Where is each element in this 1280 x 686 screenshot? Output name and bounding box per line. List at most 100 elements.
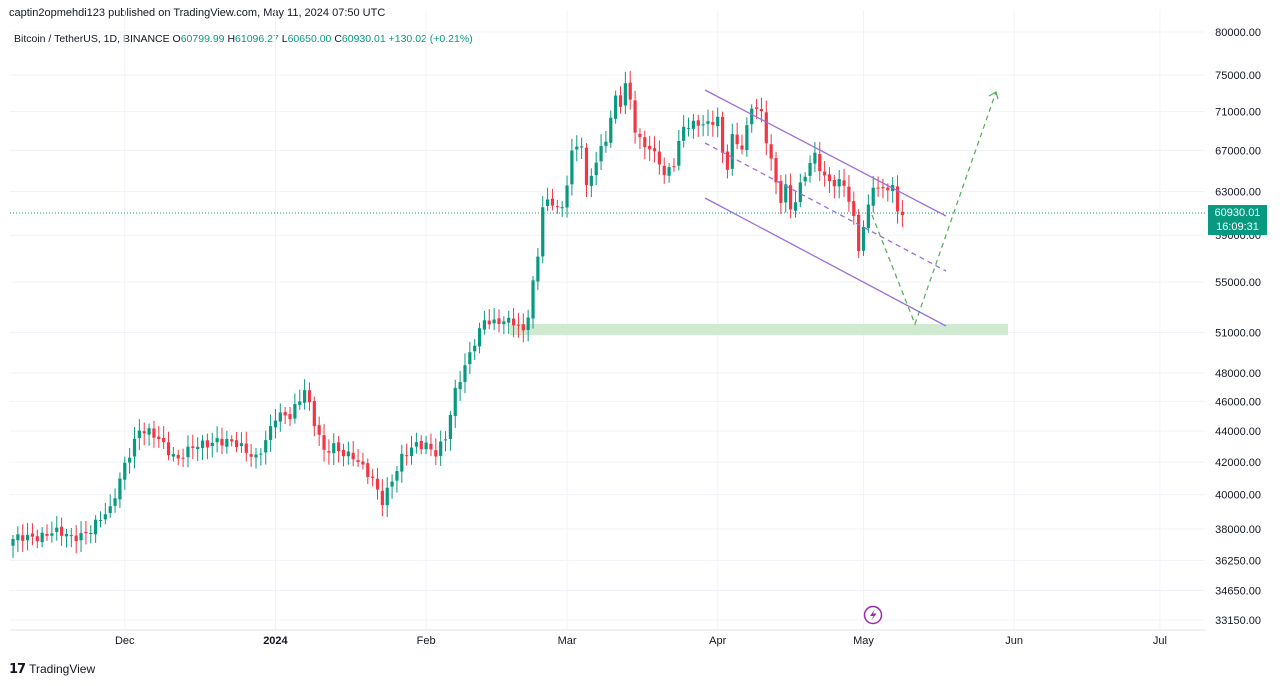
time-tick-label: Jun — [1005, 635, 1023, 647]
candle-body — [448, 414, 452, 439]
candle-body — [837, 179, 841, 187]
candle-body — [94, 519, 98, 535]
time-tick-label: Mar — [558, 635, 577, 647]
bar-countdown: 16:09:31 — [1216, 221, 1259, 233]
candle-body — [759, 108, 764, 112]
candle-body — [341, 449, 346, 457]
candle-body — [580, 146, 584, 148]
projection-path — [871, 91, 997, 326]
candle-body — [657, 151, 661, 165]
price-tick-label: 71000.00 — [1215, 107, 1261, 119]
close-value: 60930.01 — [341, 33, 386, 45]
candle-body — [531, 280, 535, 319]
channel-mid-line — [704, 142, 947, 272]
price-tick-label: 63000.00 — [1215, 186, 1261, 198]
candle-body — [696, 120, 700, 126]
candle-body — [152, 428, 156, 438]
candle-body — [477, 328, 482, 347]
candle-body — [458, 382, 462, 390]
candle-body — [123, 462, 127, 480]
candle-body — [171, 454, 175, 457]
candle-body — [550, 198, 555, 206]
candle-body — [25, 534, 30, 541]
lightning-icon[interactable] — [863, 605, 883, 625]
candle-body — [79, 533, 83, 541]
price-tick-label: 48000.00 — [1215, 368, 1261, 380]
candle-body — [735, 134, 739, 145]
price-tick-label: 55000.00 — [1215, 277, 1261, 289]
candle-body — [857, 214, 861, 252]
candle-body — [98, 519, 103, 521]
price-tick-label: 75000.00 — [1215, 70, 1261, 82]
candle-body — [288, 414, 292, 420]
candle-body — [137, 430, 141, 439]
candle-body — [652, 148, 657, 152]
price-axis[interactable]: 80000.00 75000.00 71000.00 67000.00 63000.00… — [1215, 27, 1261, 627]
candle-body — [827, 174, 832, 182]
candle-body — [633, 100, 637, 133]
footer[interactable]: 𝟭𝟳 TradingView — [9, 661, 95, 677]
candle-body — [303, 390, 307, 403]
candle-body — [526, 317, 530, 331]
time-axis[interactable]: Dec 2024 Feb Mar Apr May Jun Jul — [115, 635, 1167, 647]
candle-body — [361, 461, 365, 465]
candle-body — [390, 481, 394, 487]
candle-body — [852, 201, 856, 217]
candle-body — [249, 454, 253, 457]
candle-body — [230, 439, 234, 442]
candle-body — [502, 321, 506, 325]
candle-body — [876, 187, 880, 189]
candle-body — [356, 460, 360, 462]
candle-body — [648, 145, 652, 150]
channel-upper-line — [704, 89, 947, 217]
candle-body — [871, 187, 875, 206]
candle-body — [895, 186, 900, 212]
candle-body — [866, 204, 870, 229]
candle-body — [69, 535, 73, 537]
candle-body — [677, 140, 681, 166]
candle-body — [254, 454, 258, 458]
candle-body — [103, 514, 107, 520]
time-tick-label: Apr — [709, 635, 726, 647]
candle-body — [196, 446, 200, 450]
price-tick-label: 38000.00 — [1215, 524, 1261, 536]
candles — [11, 70, 904, 558]
candle-body — [405, 455, 409, 457]
candle-body — [701, 124, 705, 126]
candle-body — [307, 390, 312, 403]
price-tick-label: 36250.00 — [1215, 555, 1261, 567]
candle-body — [128, 457, 132, 463]
candle-body — [30, 533, 35, 537]
candle-body — [750, 108, 754, 125]
candle-body — [813, 152, 817, 164]
candle-body — [716, 116, 720, 127]
price-tick-label: 40000.00 — [1215, 490, 1261, 502]
candle-body — [487, 320, 491, 325]
candle-body — [662, 165, 666, 176]
channel-lower-line — [704, 197, 947, 327]
candle-body — [667, 167, 671, 176]
candle-body — [346, 451, 350, 457]
candle-body — [706, 121, 710, 124]
candle-body — [322, 435, 326, 450]
change-value: +130.02 (+0.21%) — [388, 33, 473, 45]
candle-body — [803, 176, 807, 182]
candle-body — [808, 163, 812, 176]
candle-body — [409, 447, 414, 456]
close-label: C — [334, 33, 342, 45]
descending-channel — [704, 89, 947, 327]
symbol-name[interactable]: Bitcoin / TetherUS, 1D, BINANCE — [14, 33, 170, 45]
candle-body — [565, 185, 569, 208]
candle-body — [268, 426, 273, 440]
candle-body — [332, 443, 336, 454]
candle-body — [55, 527, 59, 533]
candle-body — [273, 420, 278, 428]
candle-body — [842, 180, 846, 186]
candle-body — [492, 319, 496, 324]
candle-body — [35, 536, 39, 542]
high-label: H — [227, 33, 236, 45]
candle-body — [711, 122, 715, 125]
symbol-info: Bitcoin / TetherUS, 1D, BINANCE O60799.9… — [14, 33, 473, 45]
candle-body — [861, 226, 866, 251]
